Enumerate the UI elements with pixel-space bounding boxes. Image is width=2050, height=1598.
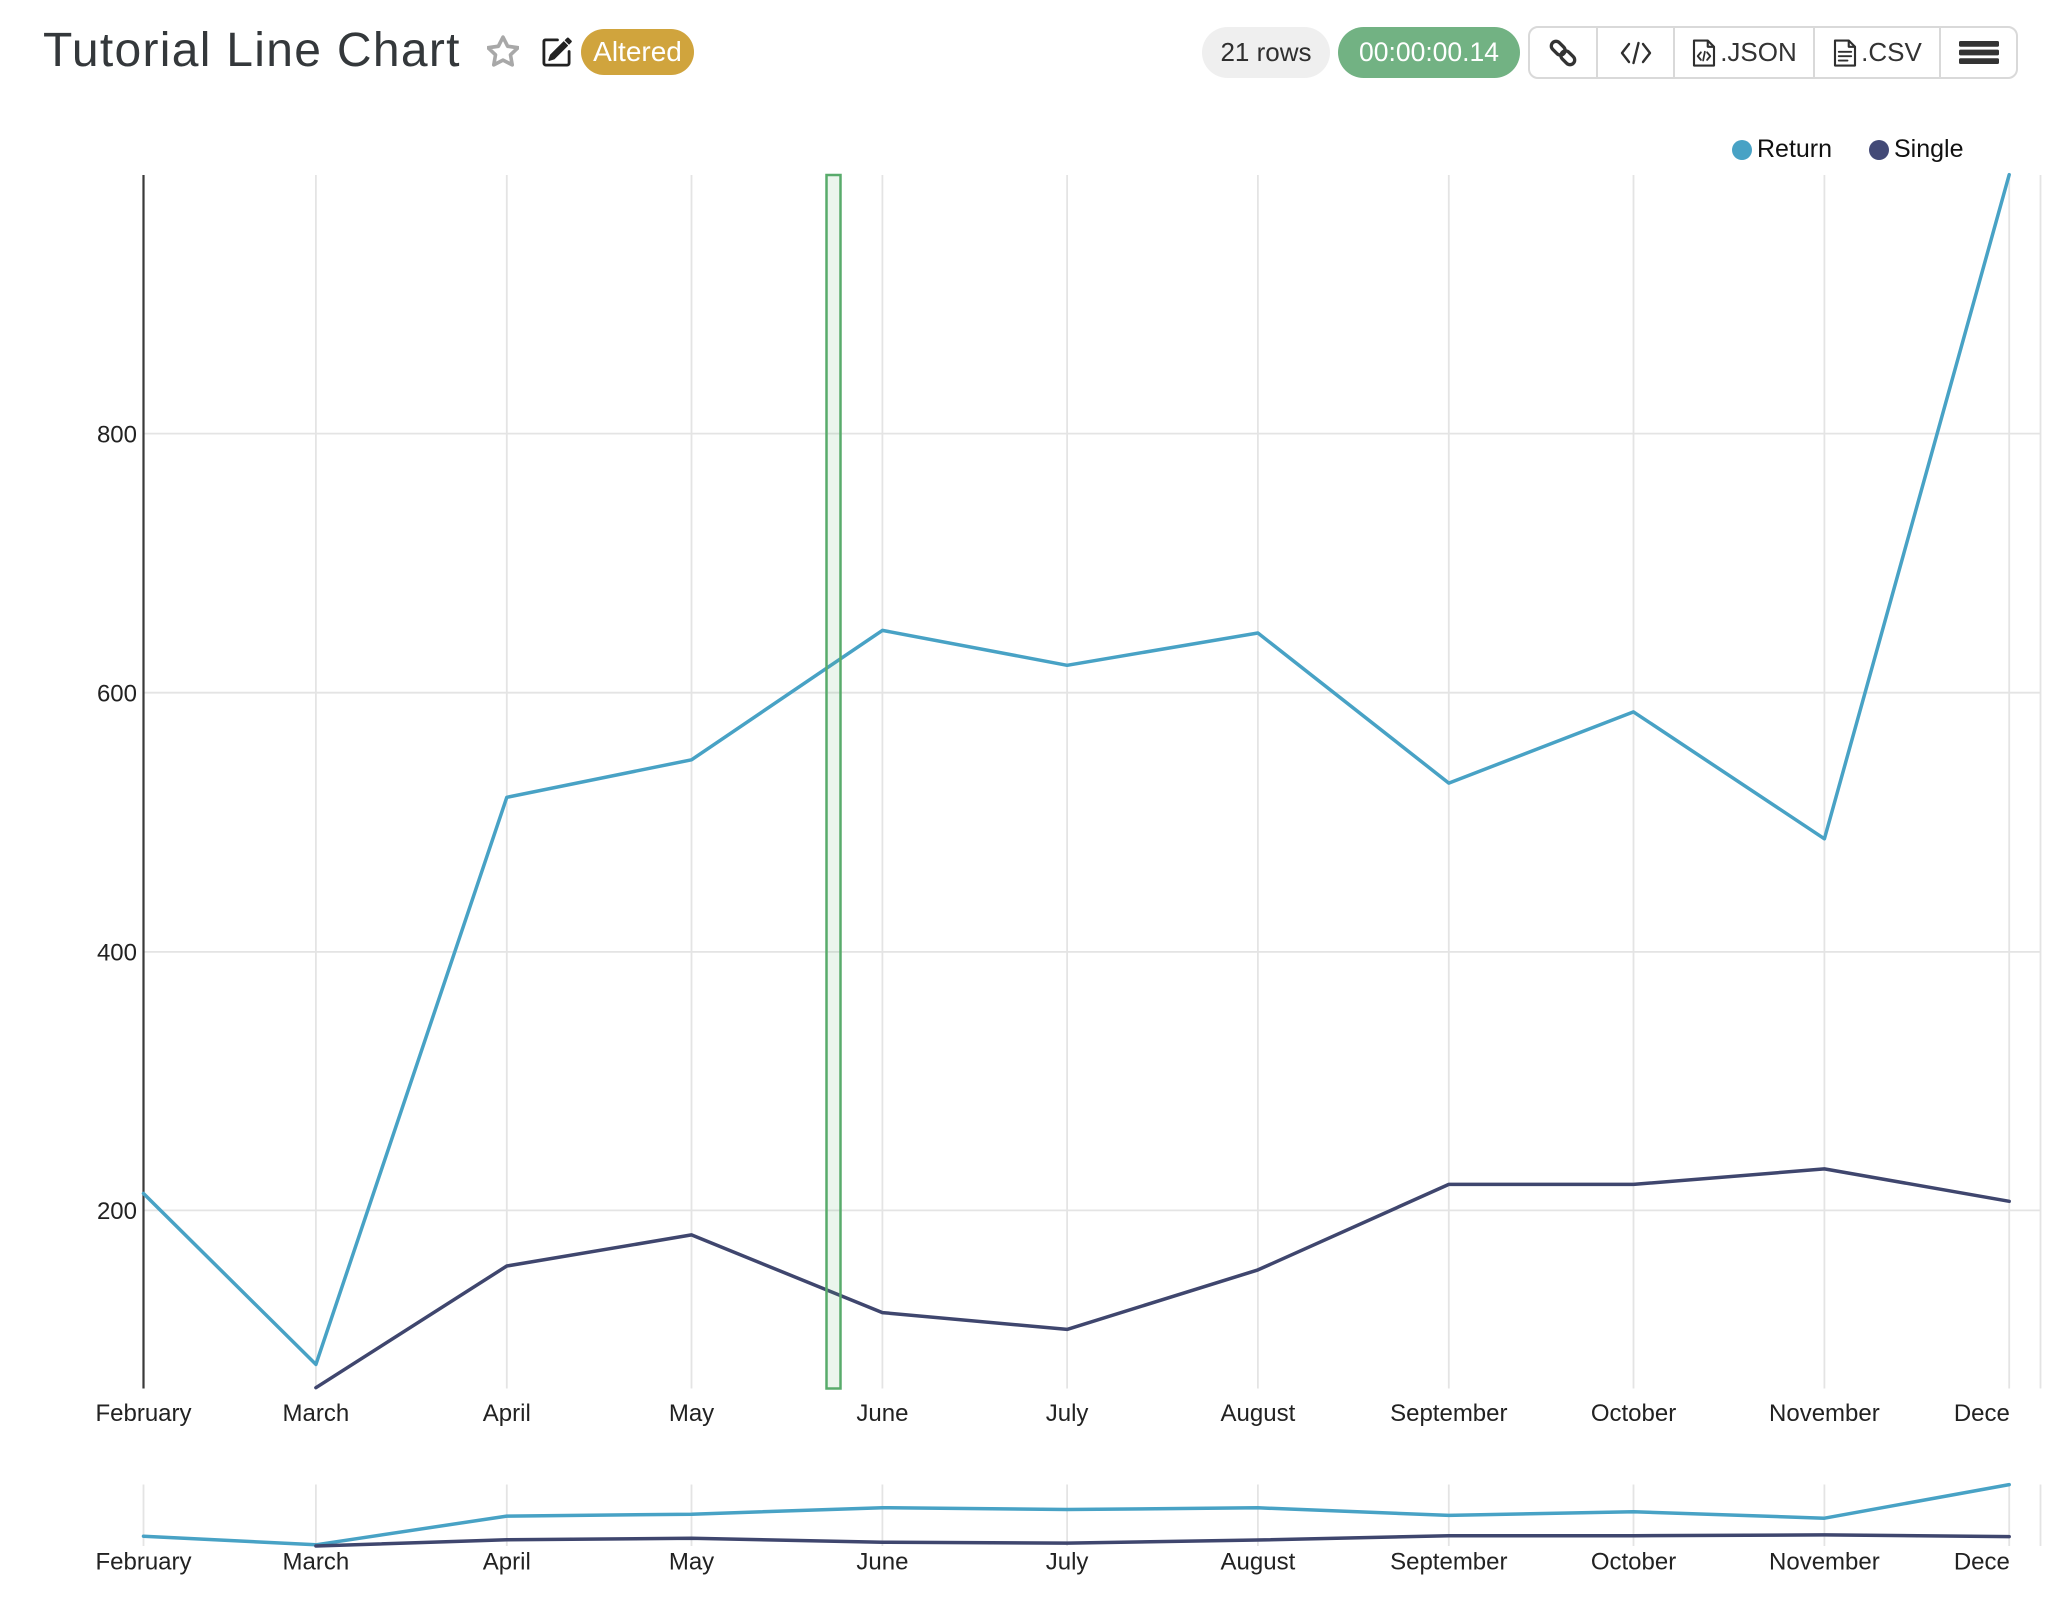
svg-text:November: November bbox=[1769, 1400, 1880, 1427]
svg-text:October: October bbox=[1591, 1549, 1676, 1576]
svg-text:September: September bbox=[1390, 1400, 1507, 1427]
svg-text:August: August bbox=[1221, 1400, 1296, 1427]
svg-text:200: 200 bbox=[97, 1198, 137, 1225]
svg-text:July: July bbox=[1046, 1549, 1089, 1576]
svg-text:600: 600 bbox=[97, 681, 137, 708]
svg-text:July: July bbox=[1046, 1400, 1089, 1427]
svg-text:August: August bbox=[1221, 1549, 1296, 1576]
svg-text:March: March bbox=[283, 1549, 350, 1576]
svg-text:February: February bbox=[95, 1549, 191, 1576]
svg-text:400: 400 bbox=[97, 940, 137, 967]
svg-text:September: September bbox=[1390, 1549, 1507, 1576]
svg-text:December: December bbox=[1954, 1400, 2050, 1427]
svg-text:May: May bbox=[669, 1400, 714, 1427]
svg-text:November: November bbox=[1769, 1549, 1880, 1576]
svg-text:February: February bbox=[95, 1400, 191, 1427]
svg-text:June: June bbox=[856, 1549, 908, 1576]
svg-text:October: October bbox=[1591, 1400, 1676, 1427]
svg-text:April: April bbox=[483, 1400, 531, 1427]
svg-text:June: June bbox=[856, 1400, 908, 1427]
svg-text:May: May bbox=[669, 1549, 714, 1576]
svg-text:800: 800 bbox=[97, 421, 137, 448]
svg-text:March: March bbox=[283, 1400, 350, 1427]
svg-text:December: December bbox=[1954, 1549, 2050, 1576]
svg-text:April: April bbox=[483, 1549, 531, 1576]
